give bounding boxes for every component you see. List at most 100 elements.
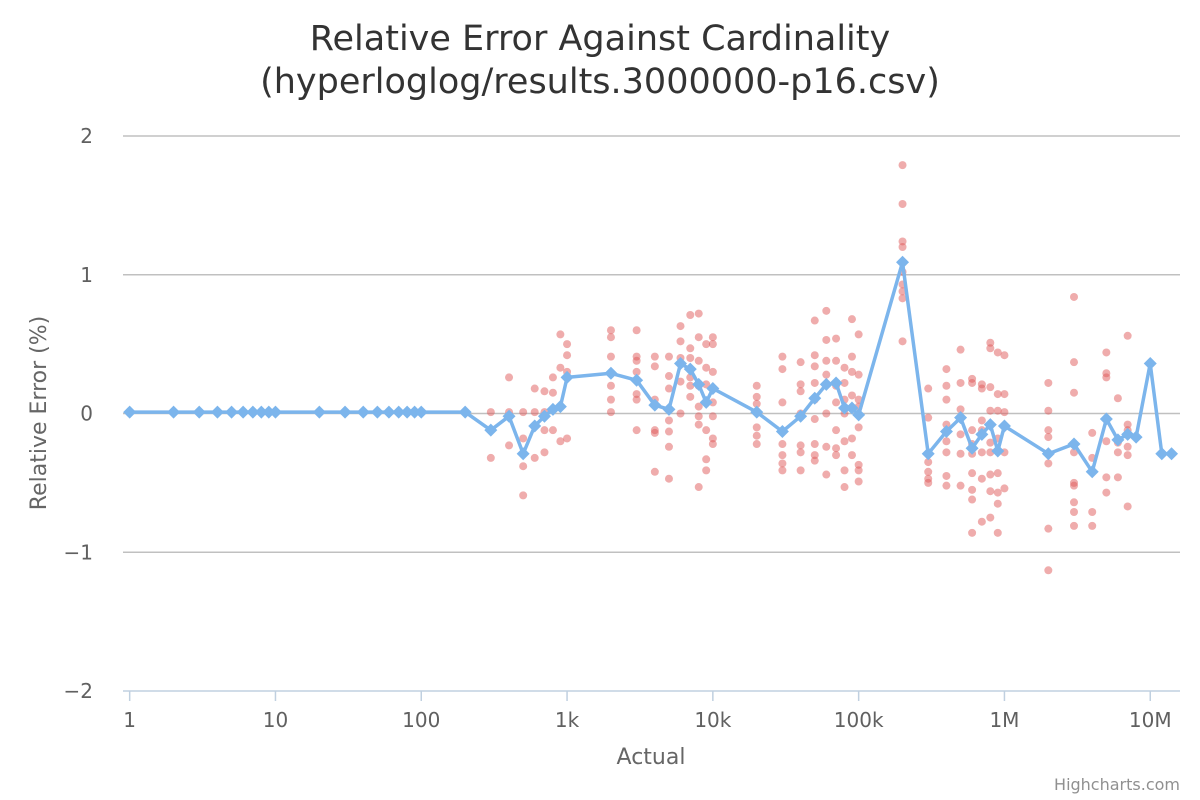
sample-point xyxy=(986,487,995,496)
sample-point xyxy=(632,356,641,365)
mean-marker xyxy=(516,447,530,461)
mean-marker xyxy=(414,405,428,419)
mean-marker xyxy=(845,401,859,415)
mean-marker xyxy=(312,405,326,419)
sample-point xyxy=(924,478,933,487)
sample-point xyxy=(1113,448,1122,457)
mean-marker xyxy=(630,373,644,387)
sample-point xyxy=(1123,420,1132,429)
sample-point xyxy=(556,363,565,372)
sample-point xyxy=(664,442,673,451)
sample-point xyxy=(708,333,717,342)
mean-marker xyxy=(502,409,516,423)
sample-point xyxy=(1000,484,1009,493)
mean-marker xyxy=(604,366,618,380)
sample-point xyxy=(694,356,703,365)
sample-point xyxy=(702,380,711,389)
sample-point xyxy=(708,340,717,349)
sample-point xyxy=(942,437,951,446)
sample-point xyxy=(854,460,863,469)
sample-point xyxy=(924,384,933,393)
sample-point xyxy=(519,408,528,417)
sample-point xyxy=(1070,448,1079,457)
sample-point xyxy=(686,354,695,362)
sample-point xyxy=(1113,394,1122,403)
sample-point xyxy=(942,395,951,404)
sample-point xyxy=(840,466,849,475)
sample-point xyxy=(519,434,528,443)
sample-point xyxy=(977,517,986,526)
sample-point xyxy=(632,326,641,335)
sample-point xyxy=(796,380,805,389)
mean-markers xyxy=(123,255,1179,479)
mean-marker xyxy=(991,444,1005,458)
sample-point xyxy=(505,441,514,450)
sample-point xyxy=(810,362,819,371)
mean-marker xyxy=(254,405,268,419)
sample-point xyxy=(847,451,856,460)
sample-point xyxy=(676,337,685,346)
mean-marker xyxy=(458,405,472,419)
mean-marker xyxy=(225,405,239,419)
mean-marker xyxy=(706,382,720,396)
sample-point xyxy=(778,451,787,460)
sample-point xyxy=(1123,502,1132,511)
sample-point xyxy=(650,428,659,437)
sample-point xyxy=(694,309,703,318)
sample-point xyxy=(854,477,863,486)
sample-point xyxy=(810,451,819,460)
sample-point xyxy=(986,338,995,347)
sample-point xyxy=(752,392,761,401)
sample-point xyxy=(1044,378,1053,387)
sample-point xyxy=(1113,473,1122,482)
sample-point xyxy=(832,444,841,453)
sample-point xyxy=(832,426,841,435)
sample-point xyxy=(854,370,863,379)
sample-point xyxy=(898,337,907,346)
sample-point xyxy=(606,352,615,361)
sample-point xyxy=(752,399,761,408)
sample-point xyxy=(840,363,849,372)
sample-point xyxy=(1102,373,1111,382)
sample-point xyxy=(956,430,965,439)
sample-point xyxy=(822,335,831,344)
sample-point xyxy=(942,381,951,390)
sample-point xyxy=(556,330,565,339)
y-tick-label: 2 xyxy=(80,124,93,148)
sample-point xyxy=(968,528,977,537)
sample-point xyxy=(956,345,965,354)
sample-point xyxy=(977,474,986,483)
sample-point xyxy=(796,441,805,450)
mean-marker xyxy=(192,405,206,419)
mean-marker xyxy=(356,405,370,419)
mean-marker xyxy=(939,425,953,439)
mean-line xyxy=(129,260,1172,474)
mean-marker xyxy=(370,405,384,419)
credits[interactable]: Highcharts.com xyxy=(1054,775,1180,794)
mean-marker xyxy=(382,405,396,419)
sample-point xyxy=(847,352,856,361)
sample-point xyxy=(898,199,907,208)
sample-point xyxy=(708,440,717,449)
sample-point xyxy=(694,402,703,411)
sample-point xyxy=(686,344,695,353)
sample-point xyxy=(847,315,856,324)
x-axis: 1 10 100 1k 10k 100k 1M 10M xyxy=(123,690,1180,732)
sample-point xyxy=(956,449,965,458)
mean-marker xyxy=(210,405,224,419)
sample-point xyxy=(606,408,615,417)
chart-subtitle: (hyperloglog/results.3000000-p16.csv) xyxy=(260,62,940,102)
sample-point xyxy=(708,434,717,443)
sample-point xyxy=(530,453,539,462)
sample-point xyxy=(898,243,907,251)
sample-point xyxy=(986,513,995,522)
mean-marker xyxy=(965,441,979,455)
sample-point xyxy=(1123,442,1132,451)
mean-marker xyxy=(167,405,181,419)
sample-point xyxy=(924,458,933,467)
sample-point xyxy=(686,381,695,390)
sample-point xyxy=(968,426,977,435)
mean-marker xyxy=(1111,433,1125,447)
scatter-series xyxy=(486,161,1132,575)
sample-point xyxy=(1070,521,1079,530)
